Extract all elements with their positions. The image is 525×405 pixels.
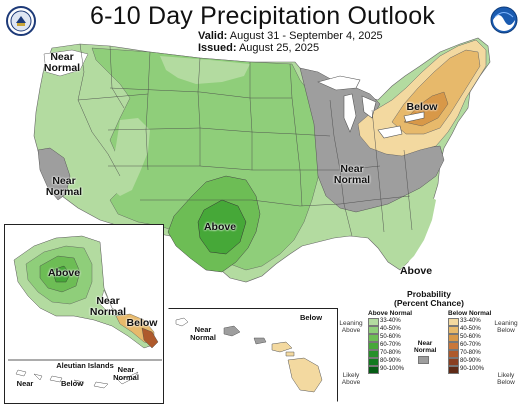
region-near-normal-nw	[43, 49, 89, 77]
valid-value: August 31 - September 4, 2025	[229, 30, 383, 42]
alaska-land-above-60-70	[51, 265, 71, 283]
label-aleutian-below: Below	[60, 379, 84, 388]
alaska-near-normal-tail	[99, 289, 117, 317]
region-near-normal-west	[37, 147, 71, 201]
legend-below-bin-label: 90-100%	[460, 366, 485, 372]
region-above-60-70	[197, 199, 247, 255]
alaska-land-below-dark	[141, 327, 159, 349]
legend-above-swatch	[368, 350, 379, 358]
legend-near-head: Near Normal	[414, 340, 437, 354]
legend-below-bin-label: 60-70%	[460, 342, 481, 348]
legend-above-bin-label: 33-40%	[380, 318, 401, 324]
state-boundaries	[77, 43, 413, 237]
legend-above-bin-label: 70-80%	[380, 350, 401, 356]
legend-below-swatch	[448, 358, 459, 366]
issued-value: August 25, 2025	[238, 42, 320, 54]
great-lakes	[317, 75, 425, 139]
legend-above-bin-label: 40-50%	[380, 326, 401, 332]
label-great-lakes-near-normal: Near Normal	[333, 163, 371, 186]
label-southeast-above: Above	[399, 265, 433, 277]
label-northwest-near-normal: Near Normal	[43, 51, 81, 74]
label-alaska-near-normal: Near Normal	[89, 295, 127, 318]
legend-above-swatch	[368, 366, 379, 374]
legend-likely-below: Likely Below	[497, 372, 515, 386]
legend-leaning-above: Leaning Above	[339, 320, 363, 334]
alaska-inset	[4, 224, 164, 404]
legend-below-bin-label: 70-80%	[460, 350, 481, 356]
region-above-33-40-interior	[108, 118, 150, 196]
legend-below-head: Below Normal	[448, 310, 492, 317]
label-hawaii-below: Below	[299, 313, 323, 322]
region-near-normal-east	[299, 67, 445, 213]
legend-above-swatch	[368, 342, 379, 350]
legend-below-bin-label: 50-60%	[460, 334, 481, 340]
legend-above-head: Above Normal	[368, 310, 413, 317]
legend-above-bin-label: 50-60%	[380, 334, 401, 340]
legend-near-swatch	[418, 356, 429, 364]
hawaii-inset	[168, 308, 338, 402]
legend-below-swatch	[448, 342, 459, 350]
legend-below-bin-label: 80-90%	[460, 358, 481, 364]
legend-likely-above: Likely Above	[341, 372, 361, 386]
noaa-logo-icon	[490, 6, 518, 34]
legend-above-bin-label: 80-90%	[380, 358, 401, 364]
valid-line: Valid: August 31 - September 4, 2025	[198, 30, 383, 42]
legend-below-swatch	[448, 350, 459, 358]
issued-label: Issued:	[198, 42, 237, 54]
label-aleutian-islands: Aleutian Islands	[56, 361, 114, 370]
legend-below-swatch	[448, 326, 459, 334]
page-title: 6-10 Day Precipitation Outlook	[89, 2, 436, 30]
label-west-near-normal: Near Normal	[45, 175, 83, 198]
doc-seal-icon	[6, 6, 36, 36]
label-alaska-below: Below	[126, 317, 158, 329]
region-above-33-40-north	[160, 56, 250, 84]
issued-line: Issued: August 25, 2025	[198, 42, 319, 54]
legend-title: Probability (Percent Chance)	[394, 289, 464, 308]
region-above-southeast	[356, 194, 436, 268]
legend-above-swatch	[368, 326, 379, 334]
legend-above-swatch	[368, 358, 379, 366]
legend-below-bin-label: 33-40%	[460, 318, 481, 324]
legend-above-bin-label: 90-100%	[380, 366, 405, 372]
label-hawaii-near-normal: Near Normal	[190, 325, 216, 342]
hawaii-islands	[175, 317, 323, 393]
label-aleutian-near: Near	[16, 379, 34, 388]
aleutian-islands	[15, 369, 139, 389]
legend-below-bin-label: 40-50%	[460, 326, 481, 332]
label-aleutian-near-normal: Near Normal	[113, 365, 139, 382]
label-south-plains-above: Above	[203, 221, 237, 233]
label-northeast-below: Below	[406, 101, 438, 113]
legend-above-bin-label: 60-70%	[380, 342, 401, 348]
legend-above-swatch	[368, 318, 379, 326]
legend-above-swatch	[368, 334, 379, 342]
legend-leaning-below: Leaning Below	[494, 320, 518, 334]
legend-below-swatch	[448, 318, 459, 326]
conus-base	[33, 37, 491, 283]
label-alaska-above: Above	[47, 267, 81, 279]
legend-below-swatch	[448, 366, 459, 374]
legend-below-swatch	[448, 334, 459, 342]
valid-label: Valid:	[198, 30, 228, 42]
